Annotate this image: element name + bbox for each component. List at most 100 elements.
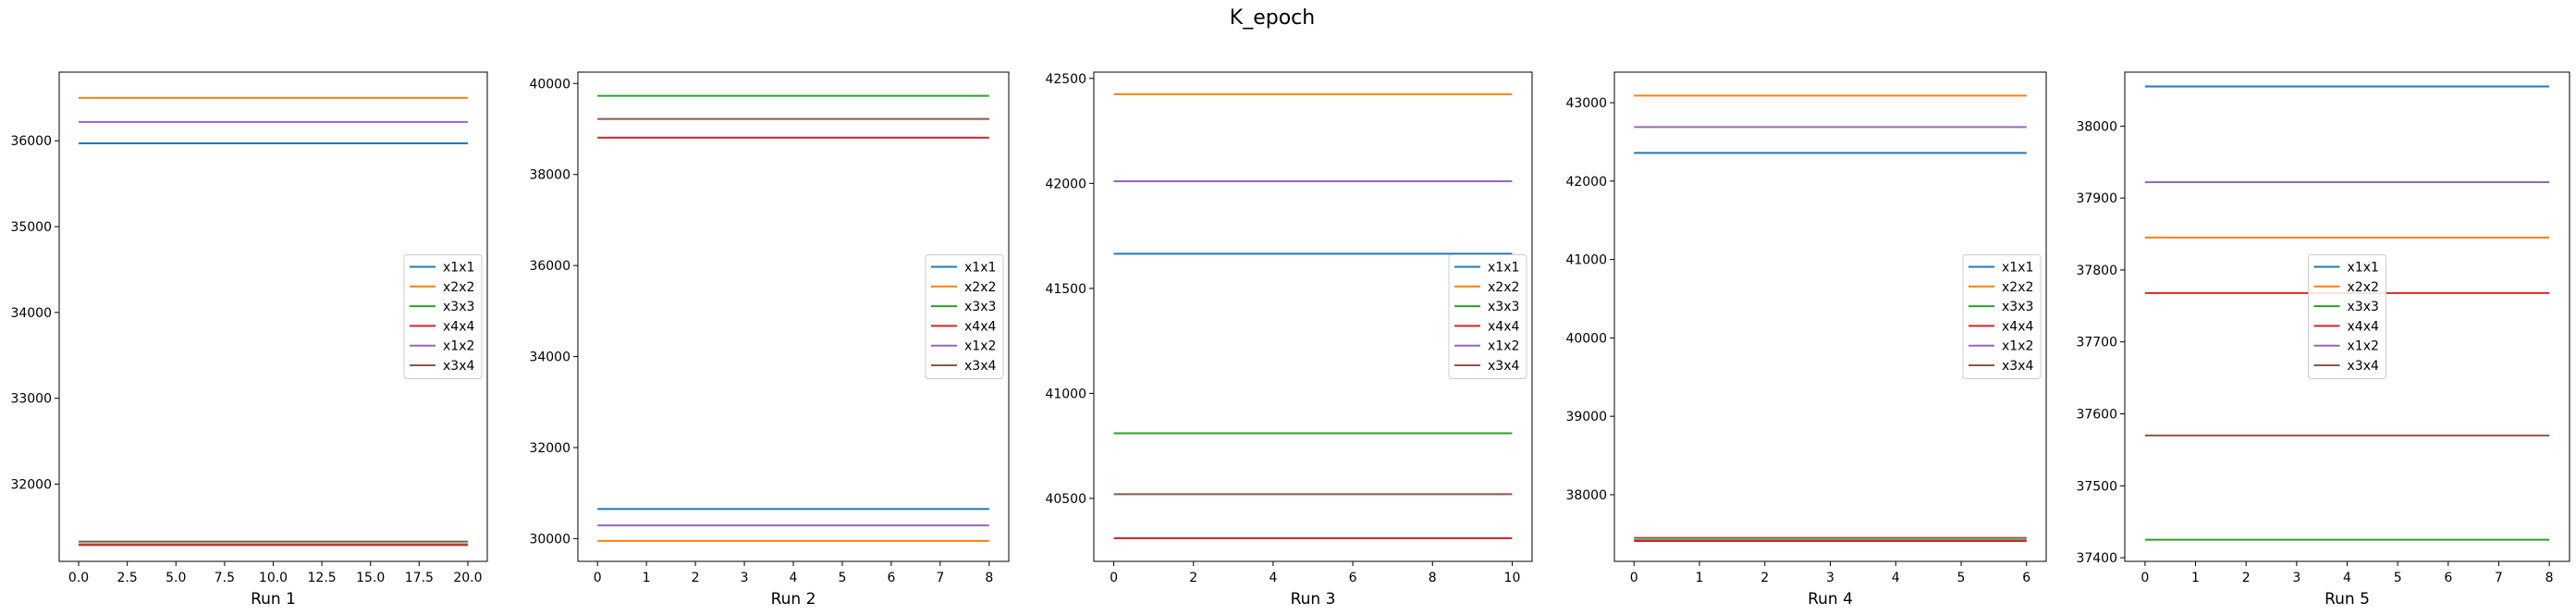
x-tick-label: 6 [2022,571,2030,585]
x-tick-label: 17.5 [405,571,434,585]
subplot-run-3: 0 2 4 6 8 10 40500 41000 41500 42000 42500 Run 3 x1x… [1045,71,1533,609]
x-tick-label: 6 [1349,571,1357,585]
axes-frame [1613,71,2047,562]
x-tick-label: 8 [2545,571,2554,585]
x-tick-label: 7 [2495,571,2503,585]
subplot-run-1: 0.0 2.5 5.0 7.5 10.0 12.5 15.0 17.5 20.0 32000 330… [10,71,488,609]
y-tick-label: 36000 [10,134,52,149]
legend-label-x1x1: x1x1 [2348,261,2379,276]
legend-label-x4x4: x4x4 [443,319,474,334]
legend-label-x4x4: x4x4 [2348,319,2379,334]
y-tick-label: 41000 [1565,253,1607,268]
legend-label-x2x2: x2x2 [443,280,474,295]
y-tick-label: 38000 [529,168,570,183]
x-tick-label: 10.0 [259,571,288,585]
legend: x1x1 x2x2 x3x3 x4x4 x1x2 x3x4 [2308,254,2386,379]
y-tick-label: 41500 [1045,282,1086,297]
subplot-run-2: 0 1 2 3 4 5 6 7 8 30000 32000 34000 36000 38000 40000 R… [529,71,1010,609]
subplot-run-5: 0 1 2 3 4 5 6 7 8 37400 37500 37600 37700 37800 37900 3… [2076,71,2570,609]
legend-label-x2x2: x2x2 [964,280,996,295]
x-tick-label: 7.5 [215,571,235,585]
x-tick-label: 5 [2394,571,2402,585]
y-tick-label: 34000 [10,306,52,321]
x-axis-label: Run 3 [1291,590,1336,609]
legend-label-x4x4: x4x4 [964,319,996,334]
x-tick-label: 0 [1110,571,1118,585]
legend: x1x1 x2x2 x3x3 x4x4 x1x2 x3x4 [1962,254,2042,379]
x-tick-label: 2 [1189,571,1197,585]
y-tick-label: 42000 [1565,175,1607,190]
x-tick-label: 8 [1429,571,1437,585]
y-tick-label: 37800 [2076,264,2117,278]
y-tick-label: 40500 [1045,492,1086,507]
x-tick-label: 0 [594,571,602,585]
legend-label-x4x4: x4x4 [2002,319,2033,334]
legend: x1x1 x2x2 x3x3 x4x4 x1x2 x3x4 [925,254,1004,379]
y-tick-label: 43000 [1565,96,1607,111]
y-tick-label: 40000 [529,77,570,92]
x-tick-label: 5 [1957,571,1966,585]
y-tick-label: 37500 [2076,479,2117,494]
x-tick-label: 6 [2444,571,2452,585]
x-axis-label: Run 4 [1808,590,1853,609]
subplot-run-4: 0 1 2 3 4 5 6 38000 39000 40000 41000 42000 43000 Run… [1565,71,2047,609]
x-axis-label: Run 1 [251,590,296,609]
x-tick-label: 5.0 [166,571,186,585]
legend-label-x1x2: x1x2 [1488,339,1519,354]
x-tick-label: 4 [1269,571,1277,585]
y-tick-label: 37600 [2076,408,2117,423]
x-tick-label: 2 [692,571,700,585]
legend-label-x1x1: x1x1 [443,261,474,276]
y-tick-label: 39000 [1565,410,1607,424]
legend-label-x3x3: x3x3 [443,300,474,314]
legend-label-x1x1: x1x1 [964,261,996,276]
legend-label-x1x2: x1x2 [964,339,996,354]
y-tick-label: 41000 [1045,387,1086,401]
legend: x1x1 x2x2 x3x3 x4x4 x1x2 x3x4 [1448,254,1527,379]
x-tick-label: 15.0 [356,571,385,585]
figure-title: K_epoch [1230,6,1315,30]
x-tick-label: 4 [790,571,798,585]
x-tick-label: 0 [1630,571,1638,585]
y-tick-label: 38000 [2076,119,2117,134]
x-tick-label: 12.5 [308,571,337,585]
legend-label-x3x3: x3x3 [2348,300,2379,314]
axes-frame [1093,71,1533,562]
y-tick-label: 38000 [1565,488,1607,503]
x-tick-label: 2 [1760,571,1769,585]
legend-label-x3x3: x3x3 [2002,300,2033,314]
x-tick-label: 6 [887,571,895,585]
x-tick-label: 10 [1504,571,1521,585]
x-tick-label: 3 [1826,571,1834,585]
y-tick-label: 33000 [10,392,52,407]
y-tick-label: 35000 [10,220,52,235]
y-tick-label: 37400 [2076,551,2117,566]
y-tick-label: 34000 [529,351,570,365]
legend-label-x1x1: x1x1 [1488,261,1519,276]
y-tick-label: 37700 [2076,336,2117,351]
subplots: 0.0 2.5 5.0 7.5 10.0 12.5 15.0 17.5 20.032000330… [10,71,2570,609]
y-tick-label: 36000 [529,259,570,274]
legend-label-x3x3: x3x3 [1488,300,1519,314]
x-tick-label: 4 [1892,571,1900,585]
legend-label-x1x2: x1x2 [443,339,474,354]
x-tick-label: 3 [2292,571,2300,585]
x-tick-label: 7 [936,571,944,585]
y-tick-label: 37900 [2076,191,2117,206]
legend-label-x3x4: x3x4 [964,359,996,374]
y-tick-label: 32000 [529,441,570,456]
x-tick-label: 2.5 [117,571,138,585]
y-tick-label: 42500 [1045,72,1086,87]
legend-label-x2x2: x2x2 [1488,280,1519,295]
x-tick-label: 1 [2191,571,2200,585]
x-axis-label: Run 5 [2325,590,2370,609]
legend-label-x1x2: x1x2 [2348,339,2379,354]
axes-frame [2124,71,2570,562]
y-tick-label: 32000 [10,477,52,492]
legend-label-x2x2: x2x2 [2002,280,2033,295]
legend-label-x4x4: x4x4 [1488,319,1519,334]
axes-frame [58,71,488,562]
legend-label-x3x4: x3x4 [443,359,474,374]
